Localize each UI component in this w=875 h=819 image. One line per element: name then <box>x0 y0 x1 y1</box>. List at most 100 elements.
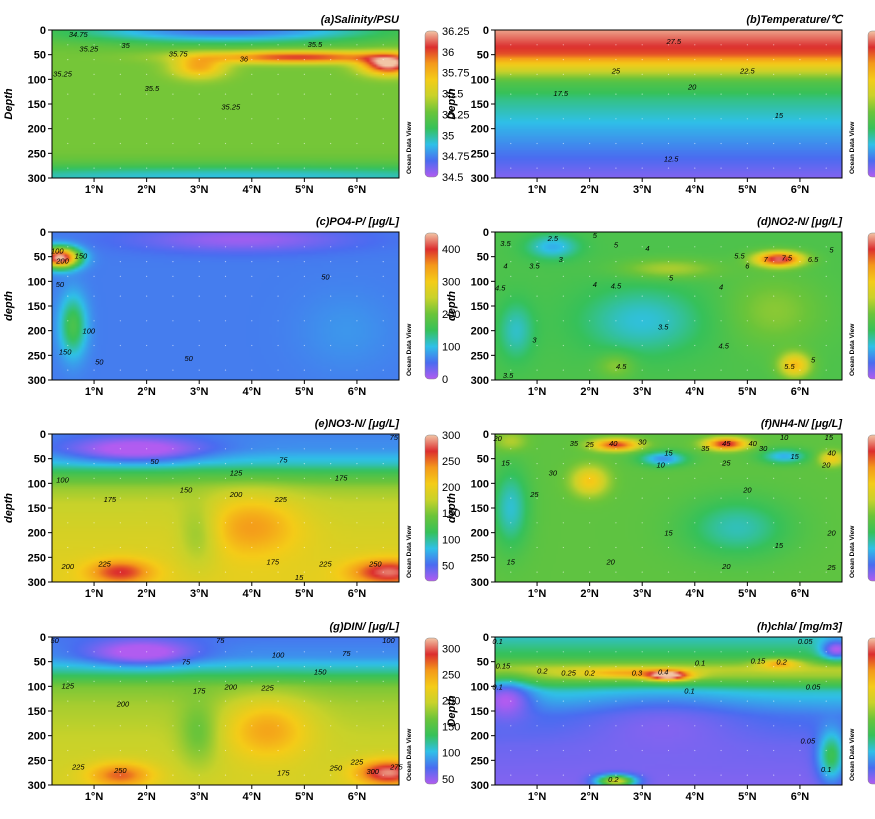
sample-dot <box>589 295 591 297</box>
y-tick-label: 0 <box>40 25 46 37</box>
y-tick-label: 0 <box>483 25 489 37</box>
x-tick-label: 1°N <box>528 588 547 600</box>
sample-dot <box>562 295 564 297</box>
watermark-label: Ocean Data View <box>849 525 856 578</box>
sample-dot <box>251 142 253 145</box>
contour-label: 200 <box>116 700 130 709</box>
sample-dot <box>93 497 95 499</box>
sample-dot <box>510 275 512 277</box>
sample-dot <box>356 167 358 169</box>
sample-dot <box>198 44 200 46</box>
colorbar-tick-label: 100 <box>442 342 460 354</box>
sample-dot <box>799 725 801 727</box>
sample-dot <box>224 680 227 683</box>
sample-dot <box>562 167 564 169</box>
colorbar-tick-label: 34.75 <box>442 151 470 163</box>
sample-dot <box>119 546 121 549</box>
sample-dot <box>510 59 512 61</box>
sample-dot <box>303 261 305 263</box>
y-tick-label: 250 <box>471 350 489 362</box>
x-tick-label: 1°N <box>528 184 547 196</box>
sample-dot <box>589 93 591 95</box>
sample-dot <box>510 700 512 702</box>
sample-dot <box>67 93 69 95</box>
contour-label: 200 <box>61 562 75 571</box>
colorbar-tick-label: 200 <box>442 309 460 321</box>
sample-dot <box>277 295 279 297</box>
sample-dot <box>119 93 121 95</box>
contour-label: 0.05 <box>798 637 813 646</box>
sample-dot <box>382 546 384 549</box>
contour-label: 35.5 <box>308 40 323 49</box>
sample-dot <box>589 774 591 776</box>
sample-dot <box>641 666 643 668</box>
sample-dot <box>720 774 722 776</box>
sample-dot <box>303 497 305 499</box>
contour-label: 2.5 <box>547 234 559 243</box>
sample-dot <box>773 680 775 683</box>
sample-dot <box>589 448 591 450</box>
sample-dot <box>510 369 512 371</box>
colorbar-tick-label: 200 <box>442 696 460 708</box>
sample-dot <box>224 666 227 668</box>
contour-label: 300 <box>366 767 379 776</box>
sample-dot <box>773 295 775 297</box>
sample-dot <box>224 725 227 727</box>
contour-label: 250 <box>329 764 343 773</box>
sample-dot <box>694 680 696 683</box>
sample-dot <box>773 774 775 776</box>
sample-dot <box>277 651 279 653</box>
sample-dot <box>93 725 95 727</box>
sample-dot <box>720 700 722 702</box>
contour-label: 4.5 <box>611 281 622 290</box>
sample-dot <box>93 344 95 347</box>
sample-dot <box>251 546 253 549</box>
sample-dot <box>746 44 748 46</box>
sample-dot <box>330 749 332 752</box>
sample-dot <box>172 497 174 499</box>
sample-dot <box>510 448 512 450</box>
sample-dot <box>799 774 801 776</box>
sample-dot <box>825 463 827 465</box>
sample-dot <box>330 142 332 145</box>
sample-dot <box>277 700 279 702</box>
sample-dot <box>303 700 305 702</box>
x-tick-label: 6°N <box>348 791 367 803</box>
sample-dot <box>641 651 643 653</box>
sample-dot <box>694 477 696 479</box>
sample-dot <box>146 463 148 465</box>
sample-dot <box>330 93 332 95</box>
x-tick-label: 6°N <box>348 588 367 600</box>
sample-dot <box>67 725 69 727</box>
sample-dot <box>746 546 748 549</box>
sample-dot <box>536 320 538 322</box>
contour-label: 12.5 <box>664 154 679 163</box>
contour-label: 0.1 <box>821 765 831 774</box>
sample-dot <box>825 261 827 263</box>
contour-label: 125 <box>230 468 243 477</box>
sample-dot <box>93 749 95 752</box>
sample-dot <box>172 73 174 75</box>
sample-dot <box>382 246 384 248</box>
y-tick-label: 150 <box>471 706 489 718</box>
sample-dot <box>667 463 670 465</box>
sample-dot <box>825 246 827 248</box>
field-image <box>52 637 399 785</box>
sample-dot <box>251 275 253 277</box>
sample-dot <box>641 477 643 479</box>
sample-dot <box>356 118 358 120</box>
x-tick-label: 1°N <box>528 791 547 803</box>
sample-dot <box>667 275 670 277</box>
contour-label: 225 <box>97 559 111 568</box>
sample-dot <box>224 275 227 277</box>
sample-dot <box>562 275 564 277</box>
sample-dot <box>172 571 174 573</box>
sample-dot <box>562 73 564 75</box>
sample-dot <box>356 261 358 263</box>
x-tick-label: 2°N <box>137 184 156 196</box>
sample-dot <box>356 497 358 499</box>
sample-dot <box>356 522 358 524</box>
sample-dot <box>510 118 512 120</box>
field-image <box>495 30 842 178</box>
contour-label: 175 <box>335 473 348 482</box>
